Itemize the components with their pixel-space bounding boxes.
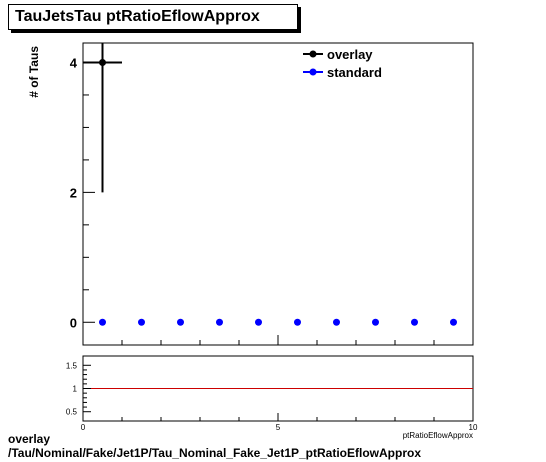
- standard-point: [216, 318, 223, 326]
- chart-title: TauJetsTau ptRatioEflowApprox: [15, 8, 260, 25]
- ratio-y-tick-label: 1: [73, 385, 78, 394]
- standard-point: [294, 318, 301, 326]
- ratio-x-tick-label: 5: [276, 423, 281, 432]
- y-tick-label: 0: [70, 315, 77, 330]
- ratio-x-tick-label: 10: [469, 423, 478, 432]
- y-tick-label: 4: [70, 55, 78, 70]
- standard-point: [333, 318, 340, 326]
- ratio-y-tick-label: 1.5: [66, 361, 78, 370]
- chart-title-box: TauJetsTau ptRatioEflowApprox: [8, 4, 298, 30]
- legend-marker: [309, 68, 317, 76]
- x-axis-label: ptRatioEflowApprox: [403, 431, 473, 440]
- main-plot: 0 2 4 # of Taus overlay standard: [27, 42, 474, 346]
- standard-point: [450, 318, 457, 326]
- overlay-point: [99, 58, 106, 66]
- standard-point: [255, 318, 262, 326]
- standard-point: [138, 318, 145, 326]
- ratio-y-tick-label: 0.5: [66, 408, 78, 417]
- standard-point: [177, 318, 184, 326]
- standard-point: [99, 318, 106, 326]
- y-tick-label: 2: [70, 185, 77, 200]
- main-plot-frame: [82, 42, 474, 346]
- footer-label: overlay: [8, 432, 51, 446]
- legend-label-standard: standard: [327, 65, 382, 80]
- standard-point: [372, 318, 379, 326]
- footer-path: /Tau/Nominal/Fake/Jet1P/Tau_Nominal_Fake…: [8, 446, 421, 460]
- ratio-x-tick-label: 0: [81, 423, 86, 432]
- standard-point: [411, 318, 418, 326]
- legend-label-overlay: overlay: [327, 47, 373, 62]
- legend-marker: [309, 50, 317, 58]
- y-axis-label: # of Taus: [27, 46, 41, 98]
